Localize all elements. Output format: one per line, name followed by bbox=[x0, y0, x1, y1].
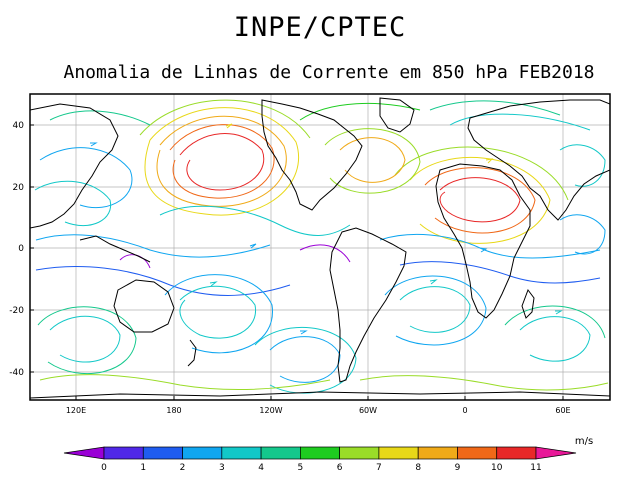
colorbar-label: 9 bbox=[455, 463, 461, 473]
colorbar-label: 2 bbox=[180, 463, 186, 473]
lon-label-180: 180 bbox=[166, 406, 181, 415]
colorbar-label: 11 bbox=[530, 463, 541, 473]
colorbar-label: 1 bbox=[140, 463, 146, 473]
tick-marks bbox=[30, 124, 564, 400]
map-title: INPE/CPTEC bbox=[233, 12, 407, 43]
south-america-coast bbox=[329, 227, 407, 383]
lon-label-120w: 120W bbox=[259, 406, 282, 415]
east-asia-coast bbox=[30, 103, 119, 229]
madagascar-coast bbox=[521, 288, 535, 319]
colorbar-label: 8 bbox=[415, 463, 421, 473]
colorbar-segment bbox=[182, 446, 223, 460]
africa-coast bbox=[435, 163, 531, 319]
lat-label-40n: 40 bbox=[13, 121, 25, 131]
new-zealand-coast bbox=[187, 339, 197, 367]
colorbar-segment bbox=[142, 446, 183, 460]
australia-coast bbox=[113, 279, 175, 333]
lon-label-60w: 60W bbox=[359, 406, 377, 415]
colorbar-label: 7 bbox=[376, 463, 382, 473]
coastlines bbox=[30, 97, 610, 399]
colorbar-segment bbox=[221, 446, 262, 460]
colorbar-label: 0 bbox=[101, 463, 107, 473]
colorbar-label: 6 bbox=[337, 463, 343, 473]
lat-label-20s: -20 bbox=[9, 306, 24, 316]
colorbar-segment bbox=[378, 446, 419, 460]
streamlines bbox=[34, 99, 609, 394]
map-subtitle: Anomalia de Linhas de Corrente em 850 hP… bbox=[63, 62, 595, 83]
plot-area bbox=[30, 94, 610, 400]
colorbar-segment bbox=[457, 446, 498, 460]
colorbar-label: 10 bbox=[491, 463, 503, 473]
greenland-coast bbox=[379, 97, 415, 133]
lat-label-40s: -40 bbox=[9, 368, 24, 378]
lat-label-0: 0 bbox=[18, 244, 24, 254]
antarctica-coast bbox=[30, 391, 610, 399]
colorbar-label: 5 bbox=[297, 463, 303, 473]
lon-label-60e: 60E bbox=[555, 406, 570, 415]
colorbar-segment bbox=[417, 446, 458, 460]
indonesia-coast bbox=[79, 235, 151, 263]
north-america-coast bbox=[261, 99, 363, 211]
colorbar-units: m/s bbox=[575, 436, 593, 447]
colorbar-segment bbox=[339, 446, 380, 460]
lon-label-120e: 120E bbox=[66, 406, 86, 415]
colorbar-segment bbox=[260, 446, 301, 460]
colorbar-segment bbox=[535, 446, 577, 460]
colorbar-segment bbox=[496, 446, 537, 460]
colorbar-label: 4 bbox=[258, 463, 264, 473]
lat-label-20n: 20 bbox=[13, 183, 25, 193]
stream-arrows bbox=[90, 123, 563, 335]
colorbar-segment bbox=[63, 446, 105, 460]
plot-border bbox=[29, 93, 611, 401]
lon-label-0: 0 bbox=[462, 406, 467, 415]
eurasia-coast bbox=[467, 99, 610, 221]
colorbar-segment bbox=[300, 446, 340, 460]
colorbar-label: 3 bbox=[219, 463, 225, 473]
colorbar-segment bbox=[103, 446, 144, 460]
colorbar: 0 1 2 3 4 5 6 7 8 9 10 11 bbox=[63, 446, 577, 473]
